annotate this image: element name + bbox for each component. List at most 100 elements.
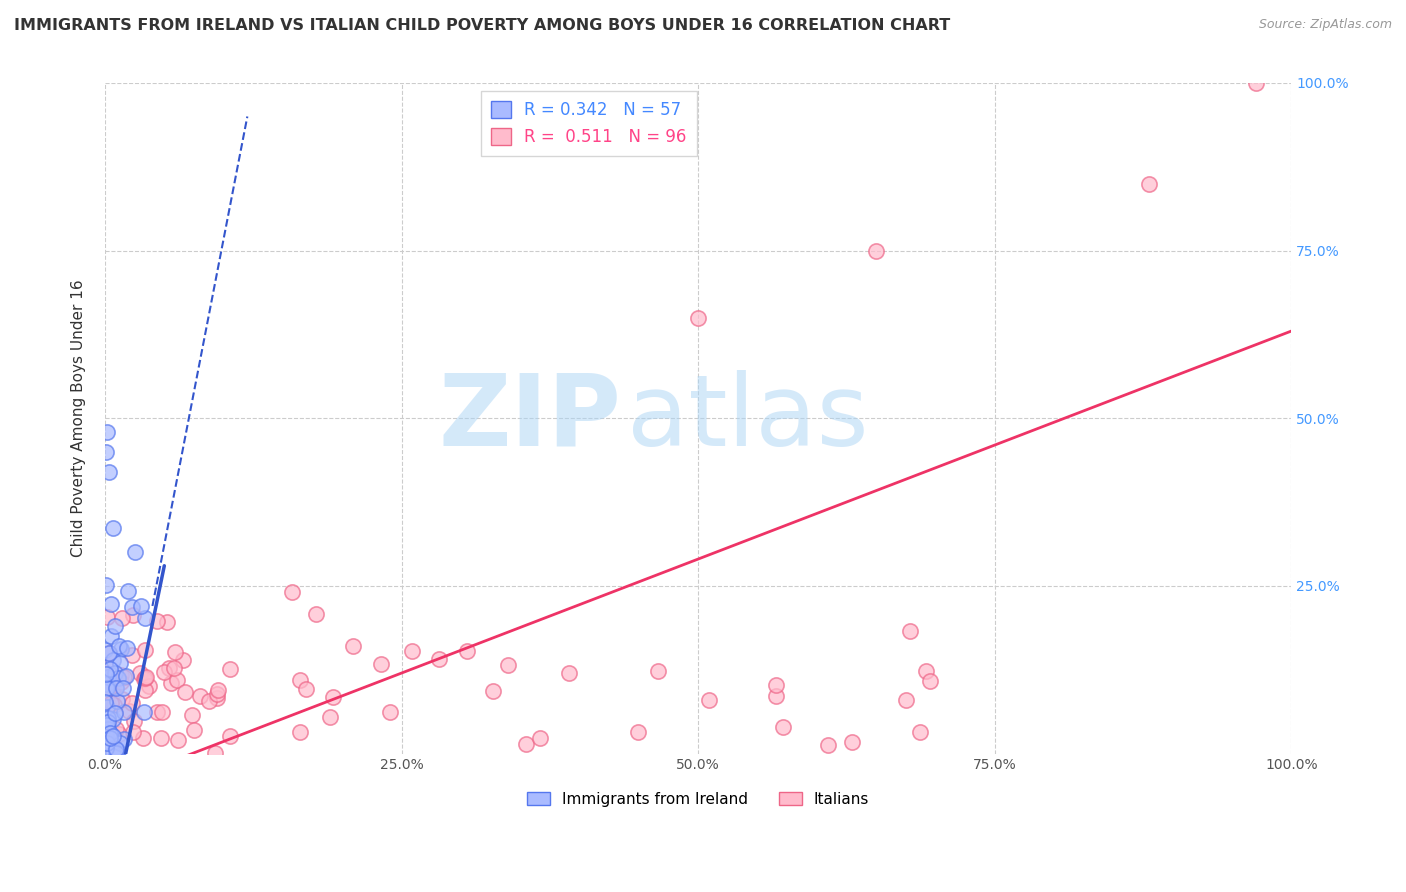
Point — [122, 714, 145, 729]
Point — [97, 670, 120, 684]
Point — [115, 641, 138, 656]
Point — [94, 740, 117, 755]
Point — [205, 687, 228, 701]
Point — [121, 648, 143, 663]
Point — [105, 747, 128, 761]
Point — [865, 244, 887, 258]
Text: Source: ZipAtlas.com: Source: ZipAtlas.com — [1258, 18, 1392, 31]
Point — [149, 731, 172, 745]
Point — [107, 671, 129, 685]
Point — [101, 729, 124, 743]
Point — [105, 673, 128, 687]
Point — [482, 684, 505, 698]
Point — [110, 675, 132, 690]
Point — [108, 736, 131, 750]
Point — [108, 656, 131, 670]
Point — [134, 672, 156, 686]
Point — [163, 645, 186, 659]
Point — [98, 646, 121, 660]
Point — [96, 610, 118, 624]
Point — [107, 744, 129, 758]
Point — [101, 712, 124, 726]
Point — [111, 681, 134, 695]
Point — [918, 673, 941, 688]
Point — [765, 677, 787, 691]
Point — [97, 711, 120, 725]
Point — [101, 521, 124, 535]
Point — [1137, 177, 1160, 191]
Point — [96, 715, 118, 730]
Point — [98, 681, 121, 695]
Point — [401, 644, 423, 658]
Point — [166, 673, 188, 687]
Point — [110, 642, 132, 657]
Point — [167, 732, 190, 747]
Point — [342, 639, 364, 653]
Point — [772, 721, 794, 735]
Point — [96, 677, 118, 691]
Point — [699, 692, 721, 706]
Point — [305, 607, 328, 621]
Point — [96, 700, 118, 714]
Point — [131, 731, 153, 745]
Point — [295, 682, 318, 697]
Point — [288, 673, 311, 688]
Point — [104, 722, 127, 736]
Point — [96, 729, 118, 743]
Point — [288, 725, 311, 739]
Point — [114, 670, 136, 684]
Point — [281, 585, 304, 599]
Point — [96, 578, 118, 592]
Point — [94, 658, 117, 673]
Point — [146, 614, 169, 628]
Point — [94, 695, 117, 709]
Point — [134, 671, 156, 685]
Point — [647, 664, 669, 678]
Point — [146, 705, 169, 719]
Point — [96, 736, 118, 750]
Point — [94, 666, 117, 681]
Point — [98, 727, 121, 741]
Point — [150, 705, 173, 719]
Point — [97, 465, 120, 479]
Point — [103, 698, 125, 712]
Point — [558, 666, 581, 681]
Point — [97, 723, 120, 737]
Point — [198, 693, 221, 707]
Point — [134, 683, 156, 698]
Point — [627, 725, 650, 739]
Point — [152, 665, 174, 679]
Point — [908, 725, 931, 739]
Point — [112, 705, 135, 719]
Point — [515, 737, 537, 751]
Point — [105, 694, 128, 708]
Point — [104, 681, 127, 695]
Point — [160, 676, 183, 690]
Point — [97, 670, 120, 684]
Point — [108, 640, 131, 654]
Point — [100, 629, 122, 643]
Point — [103, 747, 125, 761]
Point — [174, 685, 197, 699]
Y-axis label: Child Poverty Among Boys Under 16: Child Poverty Among Boys Under 16 — [72, 279, 86, 557]
Point — [841, 735, 863, 749]
Point — [128, 666, 150, 681]
Point — [817, 738, 839, 752]
Point — [205, 690, 228, 705]
Point — [898, 624, 921, 639]
Point — [110, 667, 132, 681]
Point — [370, 657, 392, 672]
Point — [456, 643, 478, 657]
Text: atlas: atlas — [627, 369, 869, 467]
Point — [135, 670, 157, 684]
Point — [322, 690, 344, 704]
Point — [112, 731, 135, 746]
Point — [132, 706, 155, 720]
Point — [121, 696, 143, 710]
Point — [118, 704, 141, 718]
Point — [172, 653, 194, 667]
Point — [103, 653, 125, 667]
Point — [98, 731, 121, 746]
Point — [94, 643, 117, 657]
Text: IMMIGRANTS FROM IRELAND VS ITALIAN CHILD POVERTY AMONG BOYS UNDER 16 CORRELATION: IMMIGRANTS FROM IRELAND VS ITALIAN CHILD… — [14, 18, 950, 33]
